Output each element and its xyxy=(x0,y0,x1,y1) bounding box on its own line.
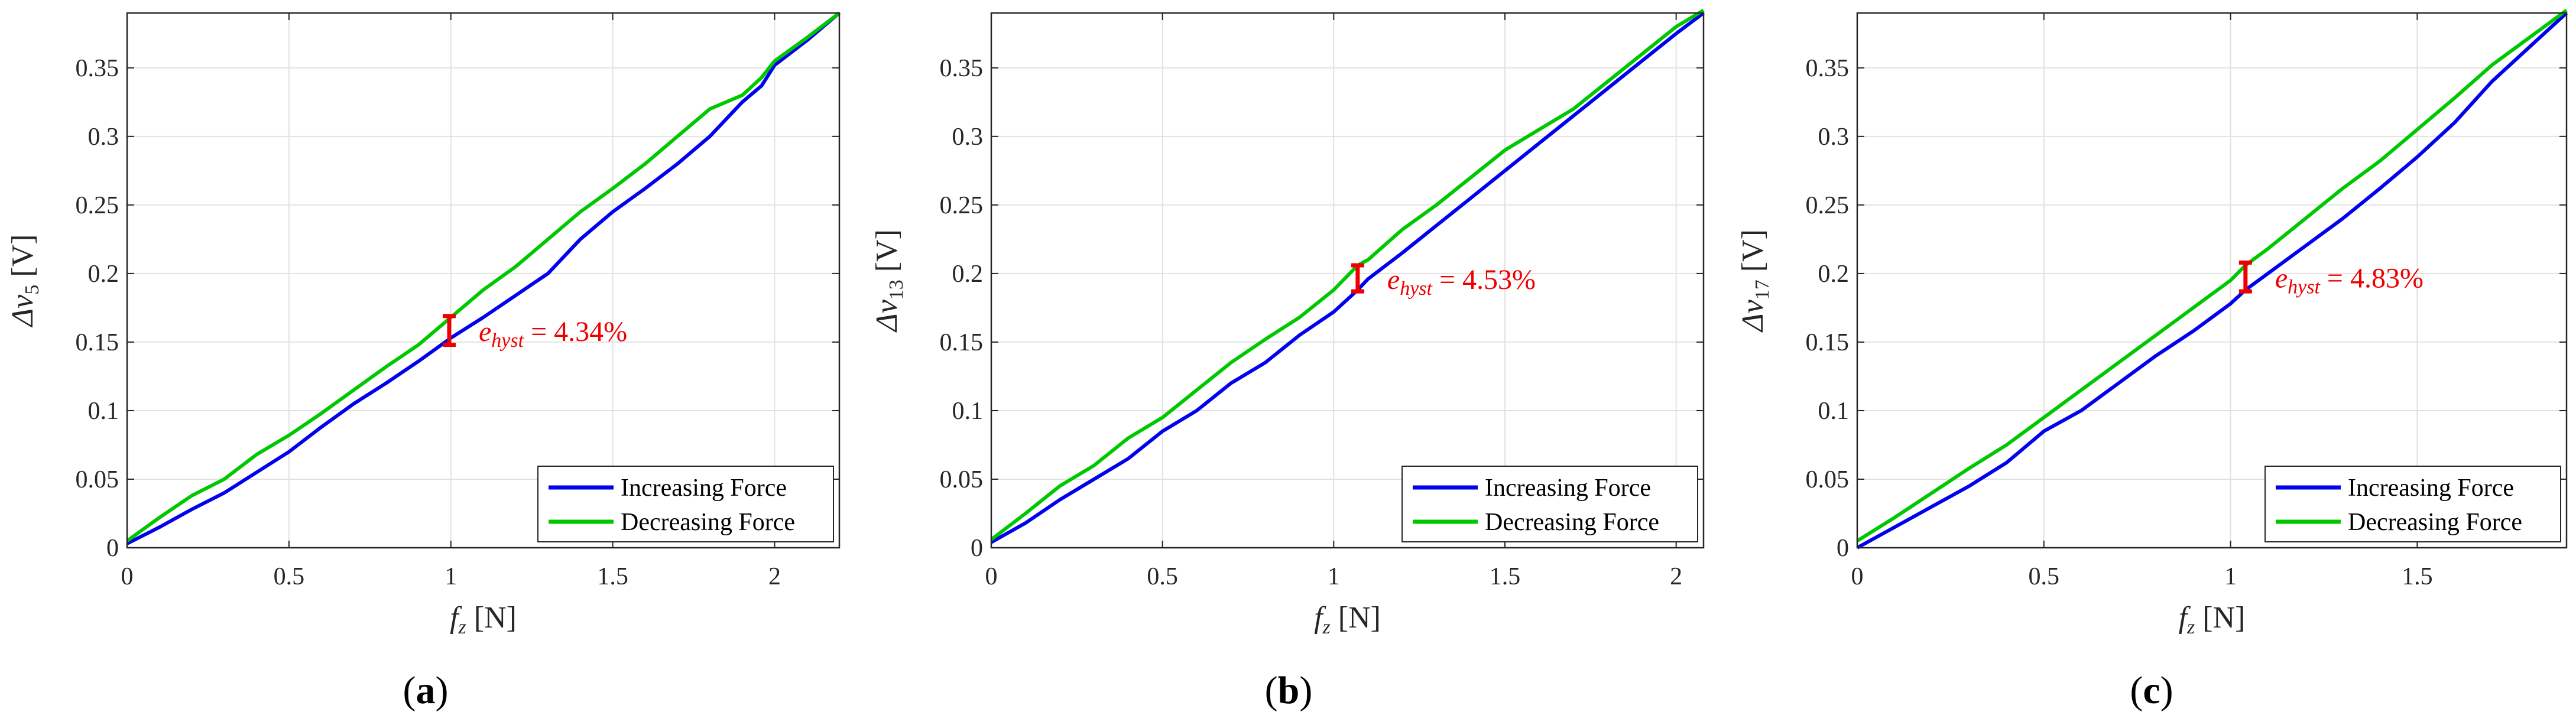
legend-label: Increasing Force xyxy=(2348,474,2514,502)
x-tick-label: 1 xyxy=(1328,563,1340,590)
legend-label: Increasing Force xyxy=(621,474,787,502)
y-tick-label: 0.35 xyxy=(940,55,984,82)
hysteresis-annotation: ehyst = 4.53% xyxy=(1351,263,1536,300)
x-tick-label: 1.5 xyxy=(1490,563,1521,590)
chart-panel-b: 0 0.5 1 1.5 2 0 0.05 0.1 0.15 0.2 0.25 0.3 0.35 fz [N… xyxy=(870,8,1705,712)
y-tick-label: 0.15 xyxy=(940,329,984,356)
chart-panel-a: 0 0.5 1 1.5 2 0 0.05 0.1 0.15 0.2 0.25 0.3 0.35 fz [N… xyxy=(6,11,841,712)
legend: Increasing Force Decreasing Force xyxy=(2264,466,2561,542)
x-tick-label: 1.5 xyxy=(2402,563,2433,590)
y-axis-label: Δv17 [V] xyxy=(1736,229,1773,333)
hysteresis-label: ehyst = 4.53% xyxy=(1387,264,1536,300)
x-tick-label: 0 xyxy=(1851,563,1864,590)
y-tick-label: 0 xyxy=(106,535,119,562)
hysteresis-annotation: ehyst = 4.34% xyxy=(442,314,627,352)
hysteresis-label: ehyst = 4.83% xyxy=(2275,263,2423,298)
y-tick-label: 0.1 xyxy=(1818,398,1850,425)
series-line-increasing xyxy=(1856,11,2568,550)
y-tick-label: 0.35 xyxy=(1806,55,1850,82)
y-tick-label: 0.25 xyxy=(1806,192,1850,219)
panel-caption: (a) xyxy=(403,669,449,712)
y-tick-label: 0.15 xyxy=(1806,329,1850,356)
y-tick-label: 0.3 xyxy=(1818,123,1850,151)
legend-label: Decreasing Force xyxy=(1485,509,1659,536)
legend: Increasing Force Decreasing Force xyxy=(537,466,834,542)
y-tick-label: 0.25 xyxy=(940,192,984,219)
series-line-decreasing xyxy=(1856,8,2568,542)
y-tick-label: 0.3 xyxy=(952,123,984,151)
legend-box xyxy=(537,466,834,542)
series-line-decreasing xyxy=(990,8,1705,541)
x-tick-label: 0.5 xyxy=(274,563,305,590)
y-tick-label: 0.35 xyxy=(76,55,119,82)
legend-label: Increasing Force xyxy=(1485,474,1651,502)
y-tick-label: 0 xyxy=(971,535,983,562)
x-tick-label: 0 xyxy=(985,563,998,590)
y-tick-label: 0.15 xyxy=(76,329,119,356)
y-tick-label: 0.2 xyxy=(952,261,984,288)
y-tick-label: 0.05 xyxy=(1806,466,1850,493)
y-tick-label: 0.05 xyxy=(940,466,984,493)
hysteresis-annotation: ehyst = 4.83% xyxy=(2238,260,2423,298)
legend-label: Decreasing Force xyxy=(2348,509,2522,536)
y-tick-label: 0.2 xyxy=(88,261,119,288)
x-tick-label: 2 xyxy=(1670,563,1682,590)
y-tick-label: 0.1 xyxy=(88,398,119,425)
y-tick-label: 0 xyxy=(1837,535,1849,562)
x-tick-label: 0 xyxy=(121,563,134,590)
x-tick-label: 1 xyxy=(445,563,457,590)
x-tick-label: 2 xyxy=(768,563,781,590)
x-tick-label: 0.5 xyxy=(1147,563,1178,590)
panel-caption: (c) xyxy=(2130,669,2173,712)
y-tick-label: 0.25 xyxy=(76,192,119,219)
axes-box xyxy=(1856,12,2568,549)
y-tick-label: 0.05 xyxy=(76,466,119,493)
x-axis-label: fz [N] xyxy=(1314,601,1381,638)
y-tick-label: 0.1 xyxy=(952,398,984,425)
y-axis-label: Δv13 [V] xyxy=(870,229,907,333)
series-line-increasing xyxy=(126,11,841,545)
x-tick-label: 0.5 xyxy=(2029,563,2060,590)
legend-box xyxy=(1401,466,1698,542)
x-axis-label: fz [N] xyxy=(2179,601,2246,638)
chart-panel-c: 0 0.5 1 1.5 0 0.05 0.1 0.15 0.2 0.25 0.3 0.35 fz [N]… xyxy=(1736,8,2568,712)
y-tick-label: 0.2 xyxy=(1818,261,1850,288)
axes-box xyxy=(126,12,841,549)
legend: Increasing Force Decreasing Force xyxy=(1401,466,1698,542)
hysteresis-label: ehyst = 4.34% xyxy=(479,316,627,352)
x-axis-label: fz [N] xyxy=(450,601,517,638)
panel-caption: (b) xyxy=(1265,669,1313,712)
x-tick-label: 1 xyxy=(2224,563,2237,590)
x-tick-label: 1.5 xyxy=(597,563,628,590)
legend-box xyxy=(2264,466,2561,542)
axes-box xyxy=(990,12,1705,549)
y-tick-label: 0.3 xyxy=(88,123,119,151)
series-line-decreasing xyxy=(126,11,841,542)
legend-label: Decreasing Force xyxy=(621,509,795,536)
y-axis-label: Δv5 [V] xyxy=(6,235,43,328)
